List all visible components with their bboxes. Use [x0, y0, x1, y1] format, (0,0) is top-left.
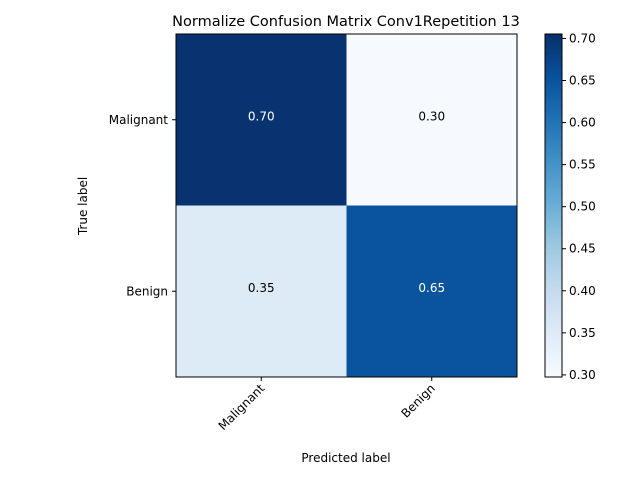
x-tick-label: Malignant: [216, 381, 268, 433]
colorbar-tick-label: 0.70: [569, 31, 596, 45]
x-tick-label: Benign: [398, 381, 437, 420]
y-tick-label: Benign: [126, 284, 168, 298]
y-axis-label: True label: [76, 177, 90, 236]
colorbar: [545, 34, 562, 377]
colorbar-tick-label: 0.40: [569, 284, 596, 298]
cell-value-label: 0.70: [248, 109, 275, 123]
colorbar-frame: [544, 33, 563, 378]
x-axis-label: Predicted label: [301, 451, 390, 465]
cell-value-label: 0.35: [248, 281, 275, 295]
colorbar-tick-label: 0.60: [569, 116, 596, 130]
heatmap-cell: [176, 205, 347, 378]
chart-title: Normalize Confusion Matrix Conv1Repetiti…: [172, 14, 520, 30]
cell-value-label: 0.30: [418, 109, 445, 123]
heatmap-cell: [346, 205, 518, 378]
colorbar-tick-label: 0.35: [569, 326, 596, 340]
heatmap-cell: [176, 34, 347, 206]
y-tick-label: Malignant: [109, 113, 169, 127]
colorbar-tick-label: 0.50: [569, 200, 596, 214]
colorbar-ticks: 0.30 0.35 0.40 0.45 0.50 0.55 0.60 0.65 0.70: [562, 31, 596, 382]
y-axis-ticks: Malignant Benign: [109, 113, 176, 298]
x-axis-ticks: Malignant Benign: [216, 377, 438, 433]
plot-frame: [175, 33, 518, 378]
colorbar-tick-label: 0.65: [569, 74, 596, 88]
cell-value-label: 0.65: [418, 281, 445, 295]
heatmap-cells: 0.70 0.30 0.35 0.65: [176, 34, 518, 378]
colorbar-tick-label: 0.55: [569, 158, 596, 172]
colorbar-tick-label: 0.45: [569, 242, 596, 256]
colorbar-tick-label: 0.30: [569, 368, 596, 382]
heatmap-cell: [346, 34, 518, 206]
